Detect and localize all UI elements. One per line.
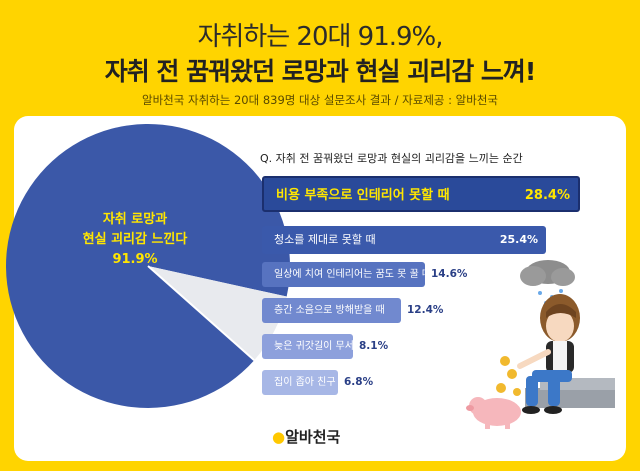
albamon-logo: ●알바천국 <box>272 426 340 447</box>
bar-value-label: 25.4% <box>499 233 538 246</box>
headline-line1: 자취하는 20대 91.9%, <box>197 22 443 52</box>
pie-label-line1: 자취 로망과 <box>102 212 168 227</box>
bar-label: 청소를 제대로 못할 때 <box>274 233 376 246</box>
bar-label: 늦은 귀갓길이 무서울 때 <box>274 341 376 352</box>
bar-1: 비용 부족으로 인테리어 못할 때 28.4% <box>262 176 580 212</box>
source-note: 알바천국 자취하는 20대 839명 대상 설문조사 결과 / 자료제공 : 알… <box>142 93 498 107</box>
bar-value-label: 12.4% <box>407 303 444 316</box>
bar-label: 층간 소음으로 방해받을 때 <box>274 305 385 316</box>
bar-chart-title: Q. 자취 전 꿈꿔왔던 로망과 현실의 괴리감을 느끼는 순간 <box>260 152 523 165</box>
bar-2: 청소를 제대로 못할 때 25.4% <box>262 226 546 254</box>
bar-label: 집이 좁아 친구 초대 못할 때 <box>274 377 392 388</box>
headline-line2: 자취 전 꿈꿔왔던 로망과 현실 괴리감 느껴! <box>104 57 537 86</box>
bar-value-label: 8.1% <box>359 339 389 352</box>
bar-5: 늦은 귀갓길이 무서울 때 <box>262 334 376 359</box>
logo-text: 알바천국 <box>285 428 341 446</box>
pie-slice-divider <box>147 265 255 361</box>
bar-6: 집이 좁아 친구 초대 못할 때 <box>262 370 391 395</box>
bar-label: 비용 부족으로 인테리어 못할 때 <box>276 188 450 203</box>
bar-label: 일상에 치여 인테리어는 꿈도 못 꿀 때 <box>274 269 432 280</box>
bar-4: 층간 소음으로 방해받을 때 <box>262 298 401 323</box>
pie-label-value: 91.9% <box>112 252 158 267</box>
bar-value-label: 6.8% <box>344 375 374 388</box>
pie-label-line2: 현실 괴리감 느낀다 <box>82 232 188 247</box>
pie-slice-rest <box>148 266 287 361</box>
pie-label: 자취 로망과 현실 괴리감 느낀다 91.9% <box>60 210 210 270</box>
bar-3: 일상에 치여 인테리어는 꿈도 못 꿀 때 <box>262 262 431 287</box>
bar-value-label: 14.6% <box>431 267 468 280</box>
logo-mark-icon: ● <box>272 428 286 446</box>
bar-value-label: 28.4% <box>524 188 570 203</box>
